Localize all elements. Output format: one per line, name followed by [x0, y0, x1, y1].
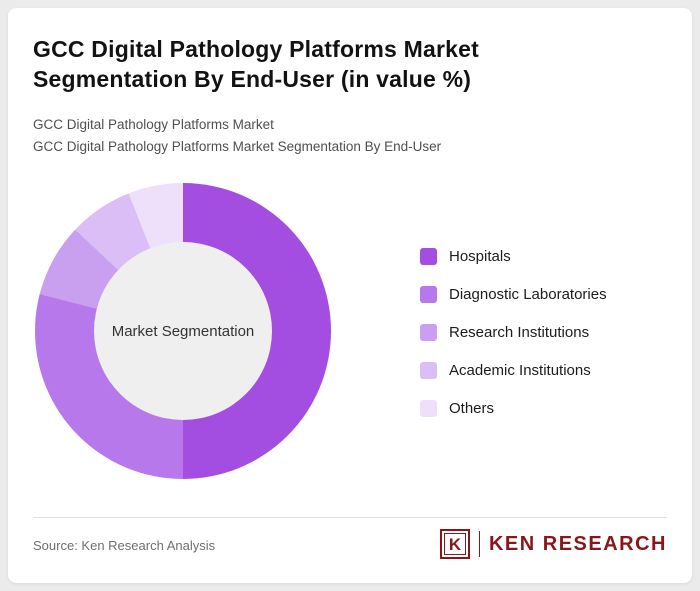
chart-legend: Hospitals Diagnostic Laboratories Resear…	[420, 248, 607, 438]
footer-divider	[33, 517, 667, 518]
legend-swatch-hospitals	[420, 248, 437, 265]
logo-k-letter: K	[448, 534, 462, 554]
legend-swatch-diagnostic-laboratories	[420, 286, 437, 303]
legend-label-hospitals: Hospitals	[449, 248, 511, 265]
legend-item-others: Others	[420, 400, 607, 417]
logo-k-icon: K	[439, 529, 470, 559]
page-title-line1: GCC Digital Pathology Platforms Market	[33, 36, 479, 62]
legend-item-research-institutions: Research Institutions	[420, 324, 607, 341]
legend-label-others: Others	[449, 400, 495, 417]
page-title-line2: Segmentation By End-User (in value %)	[33, 66, 472, 92]
donut-center-label: Market Segmentation	[111, 322, 255, 340]
chart-card: GCC Digital Pathology Platforms Market S…	[8, 8, 692, 583]
page-title: GCC Digital Pathology Platforms Market S…	[33, 34, 479, 94]
legend-label-academic-institutions: Academic Institutions	[449, 362, 591, 379]
legend-item-diagnostic-laboratories: Diagnostic Laboratories	[420, 286, 607, 303]
ken-research-logo: K KEN RESEARCH	[439, 529, 667, 559]
subtitle-segmentation: GCC Digital Pathology Platforms Market S…	[33, 139, 442, 154]
legend-swatch-others	[420, 400, 437, 417]
source-text: Source: Ken Research Analysis	[33, 538, 216, 553]
legend-item-academic-institutions: Academic Institutions	[420, 362, 607, 379]
logo-wordmark: KEN RESEARCH	[488, 532, 667, 555]
legend-label-diagnostic-laboratories: Diagnostic Laboratories	[449, 286, 607, 303]
legend-item-hospitals: Hospitals	[420, 248, 607, 265]
legend-label-research-institutions: Research Institutions	[449, 324, 590, 341]
legend-swatch-research-institutions	[420, 324, 437, 341]
legend-swatch-academic-institutions	[420, 362, 437, 379]
donut-chart: Market Segmentation	[35, 183, 331, 479]
logo-separator	[478, 531, 480, 557]
donut-hole: Market Segmentation	[94, 242, 272, 420]
subtitle-market: GCC Digital Pathology Platforms Market	[33, 117, 274, 132]
